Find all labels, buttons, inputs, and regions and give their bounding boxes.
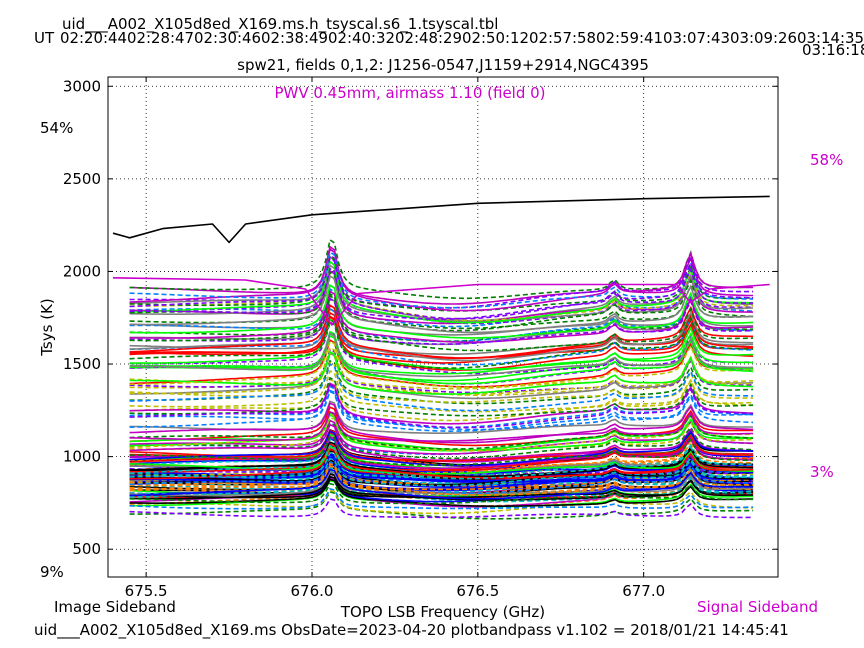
footer-info: uid___A002_X105d8ed_X169.ms ObsDate=2023…	[34, 621, 789, 640]
tsys-series-line	[129, 352, 754, 400]
tsys-series-line	[129, 330, 754, 375]
tsys-series-line	[129, 275, 754, 330]
tsys-series-line	[129, 422, 754, 460]
atm-signal-top-label: 58%	[810, 151, 843, 169]
tsys-series-line	[129, 317, 754, 369]
tsys-series-line	[129, 487, 754, 510]
tsys-series-line	[129, 304, 754, 359]
x-tick-label: 677.0	[622, 582, 665, 600]
atm-signal-transmission-curve	[112, 277, 770, 326]
tsys-series-line	[129, 378, 754, 422]
tsys-series-line	[129, 435, 754, 466]
y-tick-label: 3000	[63, 77, 101, 95]
atm-signal-bottom-label: 3%	[810, 463, 834, 481]
tsys-series-line	[129, 419, 754, 455]
tsys-series-line	[129, 290, 754, 343]
image-sideband-label: Image Sideband	[54, 598, 176, 616]
header-filename: uid___A002_X105d8ed_X169.ms.h_tsyscal.s6…	[62, 15, 498, 34]
tsys-series-line	[129, 445, 754, 475]
header-ut-time-last: 03:16:18	[802, 41, 864, 59]
tsys-series-line	[129, 284, 754, 339]
tick-layer: 675.5 676.0 676.5 677.0 500 1000 1500 2000 2500 3…	[63, 77, 778, 600]
tsys-series-line	[129, 340, 754, 389]
y-tick-label: 1500	[63, 355, 101, 373]
tsys-series-line	[129, 444, 754, 480]
tsys-series-line	[129, 311, 754, 360]
y-tick-label: 2500	[63, 170, 101, 188]
y-tick-label: 500	[72, 540, 101, 558]
tsys-series-line	[129, 318, 754, 371]
atm-image-bottom-label: 9%	[40, 563, 64, 581]
tsys-series-line	[129, 458, 754, 486]
tsys-series-line	[129, 482, 754, 505]
atm-image-top-label: 54%	[40, 119, 73, 137]
tsys-series-line	[129, 389, 754, 431]
tsys-series-line	[129, 256, 754, 320]
tsys-series-line	[129, 260, 754, 324]
tsys-series-line	[129, 383, 754, 429]
tsys-series-line	[129, 478, 754, 507]
tsys-series-line	[129, 307, 754, 366]
tsys-series-line	[129, 376, 754, 417]
series-layer	[129, 238, 754, 520]
tsys-series-line	[129, 245, 754, 305]
signal-sideband-label: Signal Sideband	[697, 598, 818, 616]
tsys-series-line	[129, 443, 754, 479]
tsys-series-line	[129, 267, 754, 328]
chart-title: spw21, fields 0,1,2: J1256-0547,J1159+29…	[237, 56, 649, 74]
tsys-series-line	[129, 457, 754, 487]
tsys-series-line	[129, 297, 754, 345]
header-ut-prefix: UT	[34, 29, 55, 47]
x-axis-label: TOPO LSB Frequency (GHz)	[340, 603, 545, 621]
tsys-series-line	[129, 294, 754, 352]
tsys-series-line	[129, 411, 754, 450]
x-tick-label: 676.5	[456, 582, 499, 600]
tsys-series-line	[129, 332, 754, 378]
tsys-series-line	[129, 359, 754, 405]
plot-frame	[107, 76, 779, 578]
atm-image-transmission-curve	[112, 195, 770, 244]
x-tick-label: 675.5	[125, 582, 168, 600]
tsys-series-line	[129, 462, 754, 496]
header-ut-times: 02:20:4402:28:4702:30:4602:38:4902:40:32…	[60, 29, 864, 47]
tsys-series-line	[129, 255, 754, 322]
y-axis-label: Tsys (K)	[38, 298, 56, 357]
tsys-series-line	[129, 489, 754, 515]
tsys-series-line	[129, 274, 754, 334]
atm-layer	[112, 195, 770, 326]
tsys-series-line	[129, 382, 754, 425]
tsys-series-line	[129, 283, 754, 336]
tsys-series-line	[129, 362, 754, 412]
tsys-series-line	[129, 402, 754, 444]
tsys-series-line	[129, 410, 754, 442]
tsys-series-line	[129, 468, 754, 500]
y-tick-label: 2000	[63, 262, 101, 280]
tsys-series-line	[129, 247, 754, 312]
tsys-series-line	[129, 331, 754, 385]
y-tick-label: 1000	[63, 448, 101, 466]
tsys-series-line	[129, 352, 754, 395]
x-tick-label: 676.0	[291, 582, 334, 600]
tsys-series-line	[129, 350, 754, 395]
tsys-series-line	[129, 238, 754, 300]
pwv-annotation: PWV 0.45mm, airmass 1.10 (field 0)	[274, 84, 545, 102]
tsys-series-line	[129, 304, 754, 362]
tsys-series-line	[129, 413, 754, 452]
tsys-series-line	[129, 369, 754, 413]
tsys-series-line	[129, 442, 754, 478]
tsys-series-line	[129, 250, 754, 309]
